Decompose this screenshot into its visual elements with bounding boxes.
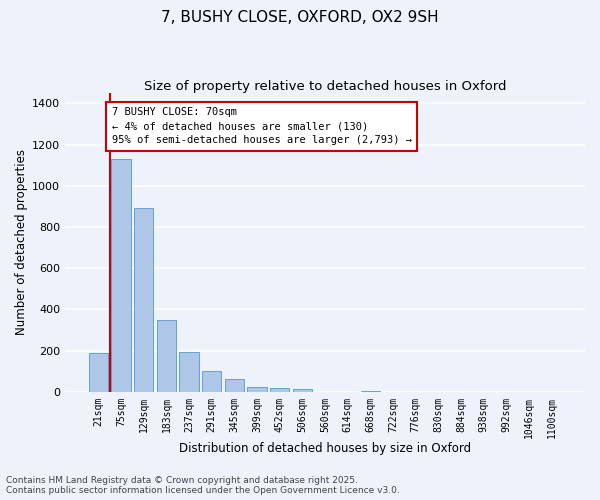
- Bar: [361, 391, 380, 392]
- Y-axis label: Number of detached properties: Number of detached properties: [15, 150, 28, 336]
- Bar: [179, 352, 199, 392]
- Bar: [134, 208, 154, 392]
- X-axis label: Distribution of detached houses by size in Oxford: Distribution of detached houses by size …: [179, 442, 471, 455]
- Bar: [270, 388, 289, 392]
- Text: 7, BUSHY CLOSE, OXFORD, OX2 9SH: 7, BUSHY CLOSE, OXFORD, OX2 9SH: [161, 10, 439, 25]
- Bar: [89, 352, 108, 392]
- Bar: [225, 380, 244, 392]
- Bar: [247, 388, 267, 392]
- Bar: [157, 320, 176, 392]
- Text: 7 BUSHY CLOSE: 70sqm
← 4% of detached houses are smaller (130)
95% of semi-detac: 7 BUSHY CLOSE: 70sqm ← 4% of detached ho…: [112, 108, 412, 146]
- Bar: [112, 159, 131, 392]
- Bar: [202, 371, 221, 392]
- Bar: [293, 390, 312, 392]
- Text: Contains HM Land Registry data © Crown copyright and database right 2025.
Contai: Contains HM Land Registry data © Crown c…: [6, 476, 400, 495]
- Title: Size of property relative to detached houses in Oxford: Size of property relative to detached ho…: [144, 80, 506, 93]
